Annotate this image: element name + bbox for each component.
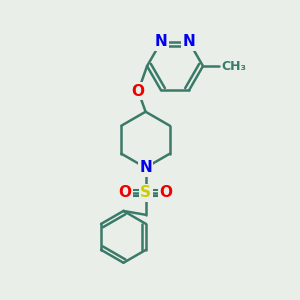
Text: S: S: [140, 185, 151, 200]
Text: N: N: [139, 160, 152, 175]
Text: O: O: [118, 185, 131, 200]
Text: N: N: [155, 34, 167, 50]
Text: O: O: [160, 185, 173, 200]
Text: N: N: [183, 34, 195, 50]
Text: O: O: [132, 84, 145, 99]
Text: CH₃: CH₃: [221, 60, 247, 73]
